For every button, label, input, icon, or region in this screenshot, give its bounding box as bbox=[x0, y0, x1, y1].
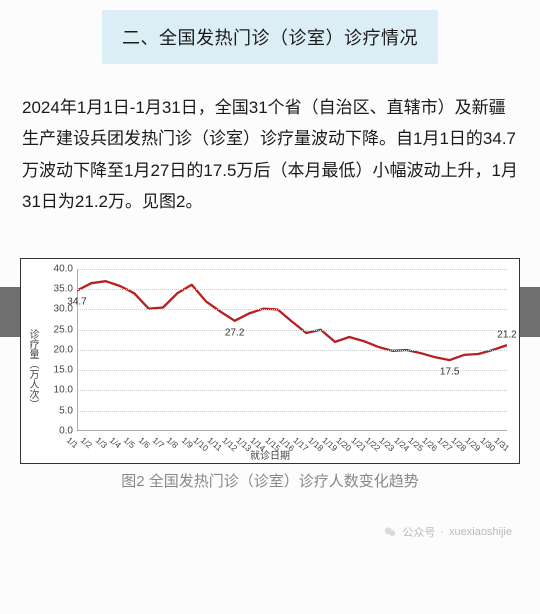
y-tick-label: 5.0 bbox=[47, 405, 73, 416]
chart-caption: 图2 全国发热门诊（诊室）诊疗人数变化趋势 bbox=[0, 470, 540, 491]
chart-plot-area: 0.05.010.015.020.025.030.035.040.034.727… bbox=[77, 269, 507, 431]
data-label: 27.2 bbox=[225, 327, 244, 338]
watermark: 公众号 · xuexiaoshijie bbox=[383, 524, 512, 540]
section-header: 二、全国发热门诊（诊室）诊疗情况 bbox=[102, 10, 438, 64]
grid-line bbox=[77, 330, 507, 331]
grid-line bbox=[77, 289, 507, 290]
chart-ylabel: 诊疗量（万人次） bbox=[25, 329, 40, 409]
y-tick-label: 15.0 bbox=[47, 365, 73, 376]
watermark-separator: · bbox=[440, 526, 444, 538]
section-title: 二、全国发热门诊（诊室）诊疗情况 bbox=[122, 24, 418, 50]
data-label: 17.5 bbox=[440, 366, 459, 377]
y-tick-label: 35.0 bbox=[47, 284, 73, 295]
watermark-account: xuexiaoshijie bbox=[449, 526, 512, 538]
grid-line bbox=[77, 269, 507, 270]
y-tick-label: 40.0 bbox=[47, 263, 73, 274]
data-label: 21.2 bbox=[497, 329, 516, 340]
chart-container: 诊疗量（万人次） 0.05.010.015.020.025.030.035.04… bbox=[20, 258, 520, 464]
grid-line bbox=[77, 411, 507, 412]
body-paragraph: 2024年1月1日-1月31日，全国31个省（自治区、直辖市）及新疆生产建设兵团… bbox=[0, 92, 540, 218]
wechat-icon bbox=[383, 525, 397, 539]
grid-line bbox=[77, 309, 507, 310]
watermark-label: 公众号 bbox=[402, 524, 435, 540]
data-label: 34.7 bbox=[67, 297, 86, 308]
y-tick-label: 25.0 bbox=[47, 324, 73, 335]
y-tick-label: 20.0 bbox=[47, 344, 73, 355]
grid-line bbox=[77, 390, 507, 391]
y-tick-label: 0.0 bbox=[47, 425, 73, 436]
y-tick-label: 10.0 bbox=[47, 385, 73, 396]
chart-xlabel: 就诊日期 bbox=[21, 447, 519, 462]
grid-line bbox=[77, 350, 507, 351]
series-line bbox=[77, 281, 507, 360]
